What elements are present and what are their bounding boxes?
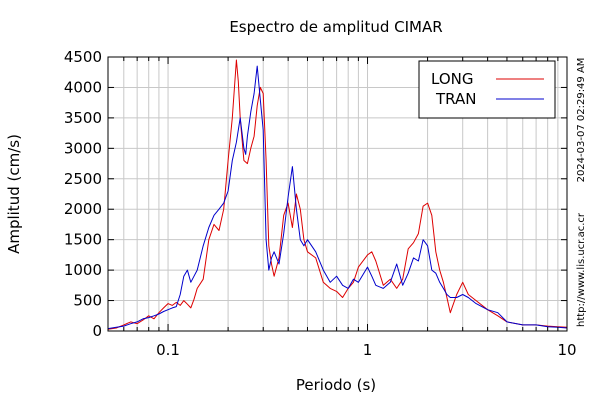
y-tick-label: 3500 <box>64 109 102 127</box>
y-tick-label: 2000 <box>64 200 102 218</box>
legend-label-tran: TRAN <box>435 90 476 108</box>
chart-title: Espectro de amplitud CIMAR <box>229 18 442 36</box>
axis-ticks: 0 500 1000 1500 2000 2500 3000 3500 4000 4500 0.1 1… <box>64 48 577 359</box>
legend-box <box>418 60 556 119</box>
y-tick-label: 1500 <box>64 231 102 249</box>
y-tick-label: 4000 <box>64 78 102 96</box>
source-url-label: http://www.lis.ucr.ac.cr <box>576 212 587 327</box>
series-layer <box>107 59 568 330</box>
timestamp-label: 2024-03-07 02:29:49 AM <box>576 58 587 183</box>
legend: LONG TRAN <box>418 60 556 119</box>
y-tick-label: 3000 <box>64 139 102 157</box>
y-tick-label: 500 <box>73 292 102 310</box>
series-line-long <box>107 59 568 330</box>
x-axis-label: Periodo (s) <box>296 376 376 394</box>
y-axis-label: Amplitud (cm/s) <box>5 134 23 254</box>
x-tick-label: 1 <box>363 341 373 359</box>
y-tick-label: 1000 <box>64 261 102 279</box>
y-tick-label: 2500 <box>64 170 102 188</box>
plot-frame <box>107 56 568 332</box>
legend-label-long: LONG <box>431 70 473 88</box>
y-tick-label: 0 <box>92 322 102 340</box>
x-tick-label: 0.1 <box>156 341 180 359</box>
series-line-tran <box>107 65 568 330</box>
y-tick-label: 4500 <box>64 48 102 66</box>
x-tick-label: 10 <box>557 341 576 359</box>
